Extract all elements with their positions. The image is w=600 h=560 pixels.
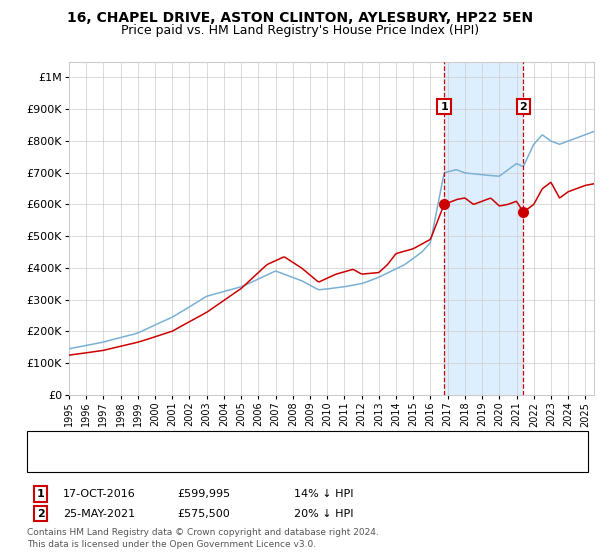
Text: 1: 1 [440,101,448,111]
Text: 16, CHAPEL DRIVE, ASTON CLINTON, AYLESBURY, HP22 5EN: 16, CHAPEL DRIVE, ASTON CLINTON, AYLESBU… [67,11,533,25]
Text: 25-MAY-2021: 25-MAY-2021 [63,508,135,519]
Text: 17-OCT-2016: 17-OCT-2016 [63,489,136,499]
Text: 20% ↓ HPI: 20% ↓ HPI [294,508,353,519]
Text: HPI: Average price, detached house, Buckinghamshire: HPI: Average price, detached house, Buck… [66,455,349,465]
Text: Price paid vs. HM Land Registry's House Price Index (HPI): Price paid vs. HM Land Registry's House … [121,24,479,37]
Text: 2: 2 [520,101,527,111]
Bar [444,62,523,395]
Text: £599,995: £599,995 [177,489,230,499]
Text: Contains HM Land Registry data © Crown copyright and database right 2024.
This d: Contains HM Land Registry data © Crown c… [27,528,379,549]
Text: 14% ↓ HPI: 14% ↓ HPI [294,489,353,499]
Text: 1: 1 [37,489,44,499]
Text: 2: 2 [37,508,44,519]
Text: £575,500: £575,500 [177,508,230,519]
Text: 16, CHAPEL DRIVE, ASTON CLINTON, AYLESBURY, HP22 5EN (detached house): 16, CHAPEL DRIVE, ASTON CLINTON, AYLESBU… [66,437,472,447]
